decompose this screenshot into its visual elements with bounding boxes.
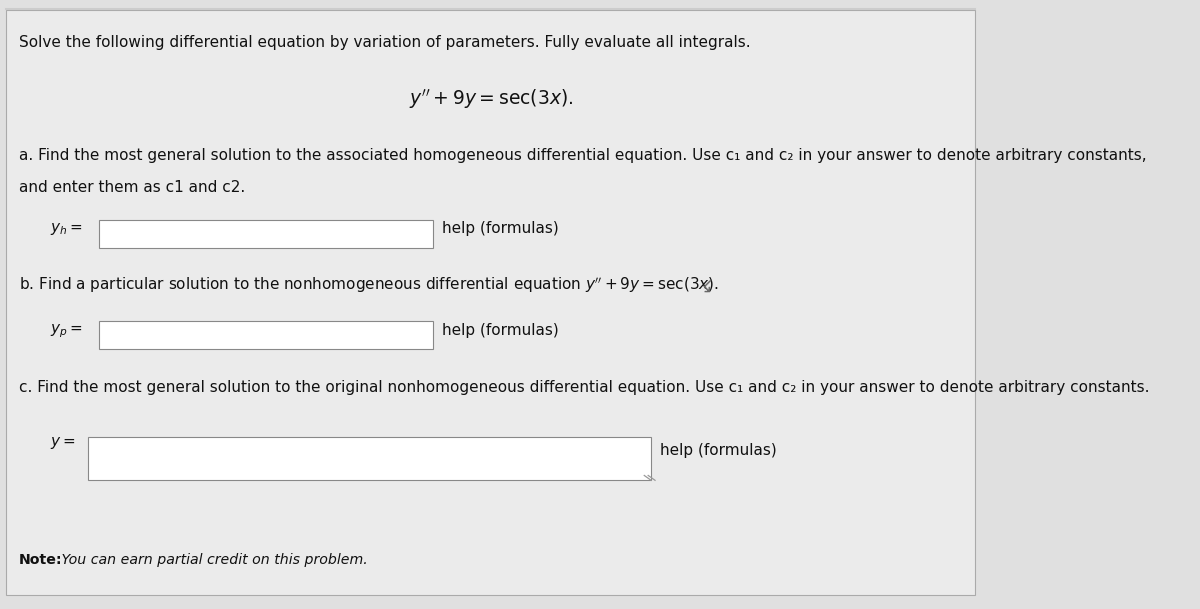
FancyBboxPatch shape: [100, 322, 432, 350]
Text: $y_p =$: $y_p =$: [50, 323, 83, 340]
Text: $y =$: $y =$: [50, 435, 76, 451]
Text: c. Find the most general solution to the original nonhomogeneous differential eq: c. Find the most general solution to the…: [19, 380, 1150, 395]
Text: help (formulas): help (formulas): [443, 323, 559, 337]
FancyBboxPatch shape: [6, 10, 974, 596]
Text: $y'' + 9y = \sec(3x).$: $y'' + 9y = \sec(3x).$: [409, 88, 574, 111]
Text: $y_h =$: $y_h =$: [50, 221, 83, 237]
FancyBboxPatch shape: [100, 220, 432, 247]
Text: ↳: ↳: [694, 278, 716, 302]
Text: b. Find a particular solution to the nonhomogeneous differential equation $y'' +: b. Find a particular solution to the non…: [19, 275, 719, 295]
Text: help (formulas): help (formulas): [443, 221, 559, 236]
Text: a. Find the most general solution to the associated homogeneous differential equ: a. Find the most general solution to the…: [19, 148, 1147, 163]
Text: and enter them as c1 and c2.: and enter them as c1 and c2.: [19, 180, 245, 195]
Text: help (formulas): help (formulas): [660, 443, 776, 458]
Text: Note:: Note:: [19, 553, 62, 567]
FancyBboxPatch shape: [88, 437, 652, 481]
Text: You can earn partial credit on this problem.: You can earn partial credit on this prob…: [58, 553, 368, 567]
Text: Solve the following differential equation by variation of parameters. Fully eval: Solve the following differential equatio…: [19, 35, 751, 50]
